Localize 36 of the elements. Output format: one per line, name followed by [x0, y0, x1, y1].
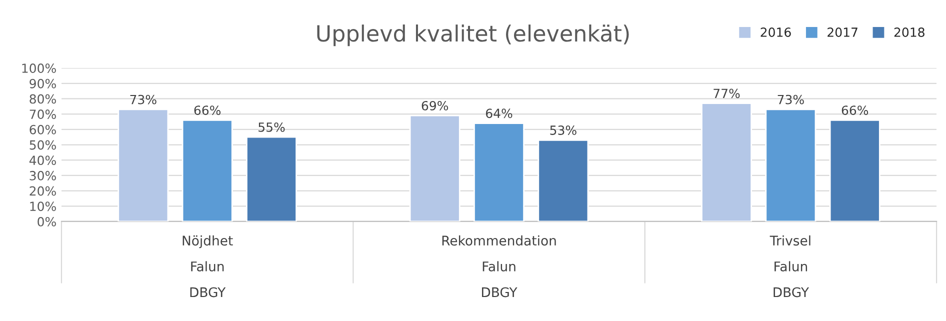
bar [829, 120, 880, 222]
y-tick-label: 100% [22, 64, 56, 73]
y-tick-label: 20% [30, 186, 56, 196]
data-label: 66% [842, 106, 868, 116]
data-label: 53% [550, 126, 576, 135]
x-tick-label: Nöjdhet Falun DBGY [182, 235, 233, 298]
x-tick-label: Rekommendation Falun DBGY [442, 235, 556, 298]
data-label: 55% [258, 122, 285, 132]
chart-title: Upplevd kvalitet (elevenkät) [317, 24, 629, 46]
y-tick-label: 30% [30, 170, 56, 180]
legend-label: 2017 [828, 28, 858, 37]
data-label: 69% [422, 100, 448, 110]
data-label: 73% [778, 94, 804, 104]
data-label: 73% [130, 94, 156, 104]
data-label: 64% [486, 108, 512, 118]
data-label: 66% [194, 106, 221, 116]
data-label: 77% [714, 88, 740, 98]
bar [118, 108, 169, 222]
bar [701, 102, 752, 222]
y-tick-label: 50% [30, 140, 56, 150]
y-tick-label: 40% [29, 156, 56, 166]
legend-label: 2016 [760, 28, 791, 37]
y-tick-label: 90% [30, 78, 56, 88]
bar [538, 139, 589, 222]
legend-label: 2018 [894, 28, 924, 37]
y-tick-label: 80% [30, 94, 56, 104]
bar [474, 122, 525, 222]
y-tick-label: 70% [30, 110, 56, 120]
y-tick-label: 60% [30, 124, 56, 134]
y-tick-label: 10% [30, 202, 56, 212]
bar [246, 136, 297, 222]
bar [409, 114, 460, 222]
bar [182, 120, 233, 222]
bar [765, 108, 816, 222]
y-tick-label: 0% [38, 216, 56, 226]
x-tick-label: Trivsel Falun DBGY [770, 235, 810, 298]
